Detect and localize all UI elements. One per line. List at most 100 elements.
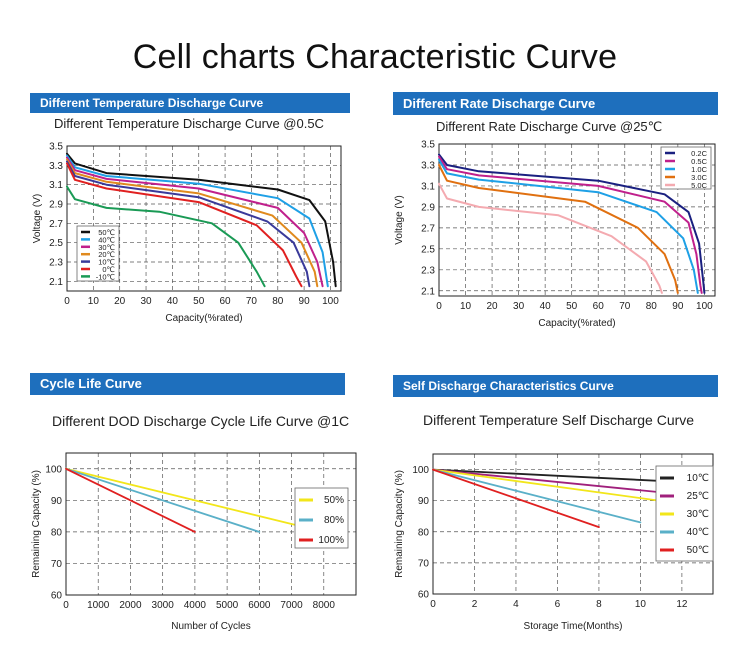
y-tick-label: 2.3	[421, 265, 435, 276]
series-line	[66, 185, 266, 288]
panel-header: Cycle Life Curve	[30, 373, 345, 395]
x-tick-label: 10	[460, 301, 472, 312]
x-tick-label: 20	[114, 296, 126, 307]
x-tick-label: 5000	[216, 600, 239, 611]
temperature-discharge-panel: Different Temperature Discharge Curve Di…	[30, 93, 365, 333]
legend-label: 1.0C	[691, 165, 707, 174]
page-title: Cell charts Characteristic Curve	[132, 38, 618, 76]
x-tick-label: 0	[63, 600, 69, 611]
x-tick-label: 0	[64, 296, 70, 307]
x-tick-label: 10	[635, 599, 647, 610]
legend-label: 20℃	[98, 250, 115, 259]
series-line	[438, 164, 679, 294]
x-tick-label: 4	[513, 599, 519, 610]
series-line	[432, 468, 683, 505]
x-tick-label: 50	[566, 301, 578, 312]
rate-discharge-panel: Different Rate Discharge Curve Different…	[393, 92, 728, 337]
y-tick-label: 100	[45, 464, 62, 475]
y-tick-label: 100	[412, 465, 429, 476]
y-tick-label: 2.9	[421, 202, 435, 213]
legend-label: 40℃	[98, 235, 115, 244]
rate-discharge-chart: 2.1 2.3 2.5 2.7 2.9 3.1 3.3 3.5 0 10 20 30 40 50 60 70 8…	[394, 140, 716, 329]
x-tick-label: 40	[540, 301, 552, 312]
legend-label: 10℃	[687, 473, 709, 484]
legend-label: -10℃	[96, 272, 115, 281]
y-tick-label: 2.3	[49, 258, 63, 269]
legend-label: 50℃	[98, 228, 115, 237]
x-tick-label: 80	[272, 296, 284, 307]
y-tick-label: 2.1	[421, 286, 435, 297]
legend-label: 0℃	[102, 265, 115, 274]
series-line	[65, 467, 196, 533]
x-tick-label: 4000	[184, 600, 207, 611]
series-line	[438, 182, 663, 294]
x-tick-label: 6000	[248, 600, 271, 611]
series-line	[66, 156, 324, 288]
y-axis-label: Remaining Capacity (%)	[31, 470, 42, 578]
series-line	[432, 468, 642, 524]
y-tick-label: 2.1	[49, 277, 63, 288]
x-tick-label: 30	[513, 301, 525, 312]
y-tick-label: 3.5	[49, 142, 63, 153]
x-tick-label: 20	[487, 301, 499, 312]
legend-label: 10℃	[98, 258, 115, 267]
y-axis-label: Voltage (V)	[32, 194, 43, 243]
x-axis-label: Capacity(%rated)	[538, 318, 615, 329]
y-tick-label: 2.5	[421, 244, 435, 255]
series-line	[432, 468, 600, 529]
y-tick-label: 80	[418, 527, 430, 538]
y-tick-label: 3.1	[421, 181, 435, 192]
series-line	[66, 160, 311, 288]
series-line	[438, 158, 699, 294]
x-tick-label: 40	[167, 296, 179, 307]
series-line	[438, 153, 706, 294]
y-tick-label: 2.7	[49, 219, 63, 230]
y-tick-label: 3.3	[421, 160, 435, 171]
legend-label: 30℃	[98, 243, 115, 252]
series-line	[438, 155, 703, 294]
x-tick-label: 8000	[313, 600, 336, 611]
panel-header: Different Rate Discharge Curve	[393, 92, 718, 115]
x-tick-label: 70	[246, 296, 258, 307]
y-tick-label: 90	[418, 496, 430, 507]
x-tick-label: 1000	[87, 600, 110, 611]
x-tick-label: 0	[436, 301, 442, 312]
chart-title: Different Temperature Self Discharge Cur…	[423, 412, 695, 428]
x-tick-label: 70	[619, 301, 631, 312]
x-axis-label: Number of Cycles	[171, 621, 250, 632]
x-tick-label: 8	[596, 599, 602, 610]
legend-box	[294, 487, 349, 549]
x-tick-label: 2	[472, 599, 478, 610]
legend-label: 25℃	[687, 491, 709, 502]
plot-frame	[438, 143, 716, 297]
y-tick-label: 90	[51, 496, 63, 507]
chart-title: Different Rate Discharge Curve @25℃	[436, 119, 663, 134]
panel-header: Different Temperature Discharge Curve	[30, 93, 350, 113]
y-tick-label: 80	[51, 527, 63, 538]
y-axis-label: Voltage (V)	[394, 195, 405, 244]
x-tick-label: 100	[322, 296, 339, 307]
series-line	[66, 154, 329, 288]
temperature-discharge-chart: 2.1 2.3 2.5 2.7 2.9 3.1 3.3 3.5 0 10 20 30 40 50 60 70 8…	[32, 142, 342, 324]
x-tick-label: 60	[220, 296, 232, 307]
chart-title: Different Temperature Discharge Curve @0…	[54, 116, 324, 131]
x-tick-label: 2000	[119, 600, 142, 611]
y-tick-label: 3.3	[49, 161, 63, 172]
legend-label: 100%	[318, 535, 344, 546]
x-tick-label: 100	[696, 301, 713, 312]
y-tick-label: 60	[418, 590, 430, 601]
series-line	[432, 468, 683, 483]
legend-label: 3.0C	[691, 173, 707, 182]
series-line	[66, 152, 337, 288]
legend-label: 40℃	[687, 527, 709, 538]
series-line	[66, 158, 319, 288]
series-line	[65, 467, 261, 533]
x-tick-label: 30	[140, 296, 152, 307]
legend-label: 80%	[324, 515, 344, 526]
y-axis-label: Remaining Capacity (%)	[394, 470, 405, 578]
self-discharge-chart: 60 70 80 90 100 0 2 4 6 8 10 12 Storage Time(Months)…	[394, 453, 714, 632]
panel-header: Self Discharge Characteristics Curve	[393, 375, 718, 397]
plot-frame	[66, 145, 342, 292]
x-tick-label: 60	[593, 301, 605, 312]
series-line	[66, 162, 303, 288]
